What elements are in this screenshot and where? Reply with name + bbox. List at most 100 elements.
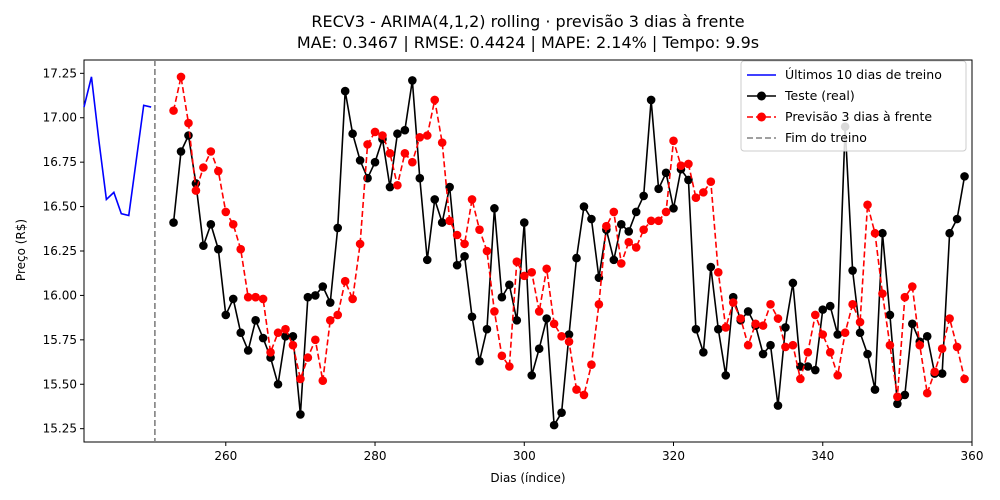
forecast-point	[370, 127, 380, 137]
test-point	[833, 330, 842, 339]
legend-label-train: Últimos 10 dias de treino	[785, 67, 942, 82]
forecast-point	[214, 166, 223, 176]
test-point	[482, 324, 492, 334]
test-point	[773, 401, 783, 410]
test-point	[273, 379, 283, 389]
test-point	[355, 156, 365, 165]
test-point	[534, 344, 544, 354]
y-tick-label: 17.25	[43, 66, 77, 80]
test-point	[512, 315, 522, 325]
data-layer	[83, 60, 969, 442]
test-point	[348, 129, 357, 139]
y-tick-label: 16.75	[43, 155, 77, 169]
y-tick-label: 17.00	[43, 111, 77, 125]
test-point	[654, 184, 663, 194]
test-point	[549, 420, 559, 430]
forecast-point	[736, 314, 745, 323]
test-point	[505, 280, 514, 290]
test-point	[251, 315, 260, 325]
forecast-point	[176, 72, 186, 82]
test-point	[243, 346, 253, 355]
forecast-point	[609, 207, 619, 217]
test-point	[340, 86, 350, 96]
test-point	[661, 168, 671, 178]
forecast-point	[169, 106, 178, 115]
forecast-point	[691, 193, 701, 202]
forecast-point	[303, 353, 313, 362]
test-point	[848, 266, 857, 275]
forecast-point	[572, 385, 581, 394]
test-point	[333, 223, 343, 233]
forecast-point	[512, 257, 522, 266]
test-point	[542, 314, 551, 323]
forecast-point	[363, 140, 372, 149]
x-tick-label: 280	[364, 449, 387, 463]
test-point	[199, 241, 208, 250]
forecast-point	[833, 371, 842, 380]
forecast-point	[937, 344, 947, 354]
x-tick-label: 300	[513, 449, 536, 463]
legend-item-forecast: Previsão 3 dias à frente	[747, 109, 932, 124]
forecast-point	[743, 340, 753, 350]
y-tick-label: 16.25	[43, 244, 77, 258]
forecast-point	[475, 225, 484, 234]
forecast-point	[348, 294, 357, 304]
forecast-point	[325, 315, 335, 325]
test-point	[214, 244, 223, 254]
forecast-point	[393, 180, 402, 190]
legend-label-forecast: Previsão 3 dias à frente	[785, 109, 932, 124]
forecast-point	[408, 157, 417, 167]
test-point	[960, 172, 969, 181]
train-series-line	[83, 76, 152, 217]
test-point	[184, 131, 193, 140]
test-point	[169, 218, 178, 227]
test-point	[176, 147, 186, 156]
forecast-point	[534, 307, 544, 316]
forecast-point	[251, 292, 260, 302]
test-point	[609, 255, 619, 265]
x-tick-label: 260	[214, 449, 237, 463]
forecast-point	[266, 347, 275, 357]
forecast-point	[594, 300, 604, 309]
test-point	[221, 310, 231, 320]
forecast-point	[646, 216, 656, 226]
test-point	[922, 331, 932, 341]
test-point	[303, 292, 313, 302]
test-point	[564, 330, 574, 339]
test-point	[818, 305, 828, 314]
forecast-point	[721, 323, 731, 332]
forecast-point	[415, 132, 425, 142]
test-point	[631, 207, 641, 217]
legend-label-train-end: Fim do treino	[785, 130, 867, 145]
forecast-point	[228, 220, 238, 229]
test-point	[393, 129, 402, 139]
forecast-point	[385, 148, 395, 158]
test-point	[781, 323, 790, 332]
test-point	[311, 291, 320, 300]
legend: Últimos 10 dias de treino Teste (real) P…	[740, 60, 967, 152]
test-point	[699, 347, 708, 357]
forecast-point	[758, 321, 768, 330]
forecast-point	[206, 147, 216, 156]
forecast-point	[908, 282, 917, 291]
test-point	[460, 252, 469, 261]
forecast-point	[452, 230, 462, 240]
test-point	[669, 204, 678, 213]
forecast-point	[288, 340, 298, 350]
test-point	[422, 255, 432, 265]
forecast-point	[781, 342, 790, 352]
test-point	[937, 369, 947, 378]
forecast-point	[788, 340, 798, 350]
forecast-point	[579, 390, 589, 400]
forecast-point	[818, 330, 828, 339]
test-point	[236, 328, 246, 338]
test-point	[430, 195, 440, 204]
forecast-point	[191, 186, 201, 195]
forecast-point	[810, 310, 820, 320]
test-point	[206, 220, 216, 229]
test-point	[572, 253, 581, 263]
forecast-point	[825, 347, 835, 357]
test-point	[788, 278, 798, 288]
test-point	[908, 319, 917, 329]
